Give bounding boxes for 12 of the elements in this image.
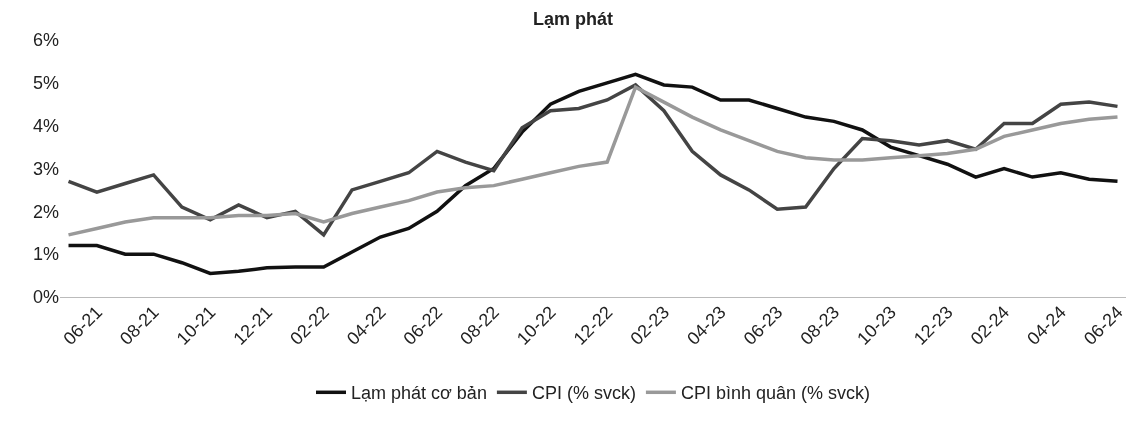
y-tick-label: 2% — [32, 201, 59, 222]
y-tick-label: 3% — [32, 158, 59, 179]
chart-title: Lạm phát — [532, 9, 614, 30]
legend-label: Lạm phát cơ bản — [351, 383, 487, 404]
y-tick-label: 5% — [32, 73, 59, 94]
legend-label: CPI (% svck) — [531, 383, 636, 404]
line-series — [66, 72, 1120, 276]
y-tick-label: 6% — [32, 30, 59, 51]
y-tick-label: 4% — [32, 115, 59, 136]
y-tick-label: 1% — [32, 244, 59, 265]
y-tick-label: 0% — [32, 287, 59, 308]
legend-label: CPI bình quân (% svck) — [680, 383, 870, 404]
